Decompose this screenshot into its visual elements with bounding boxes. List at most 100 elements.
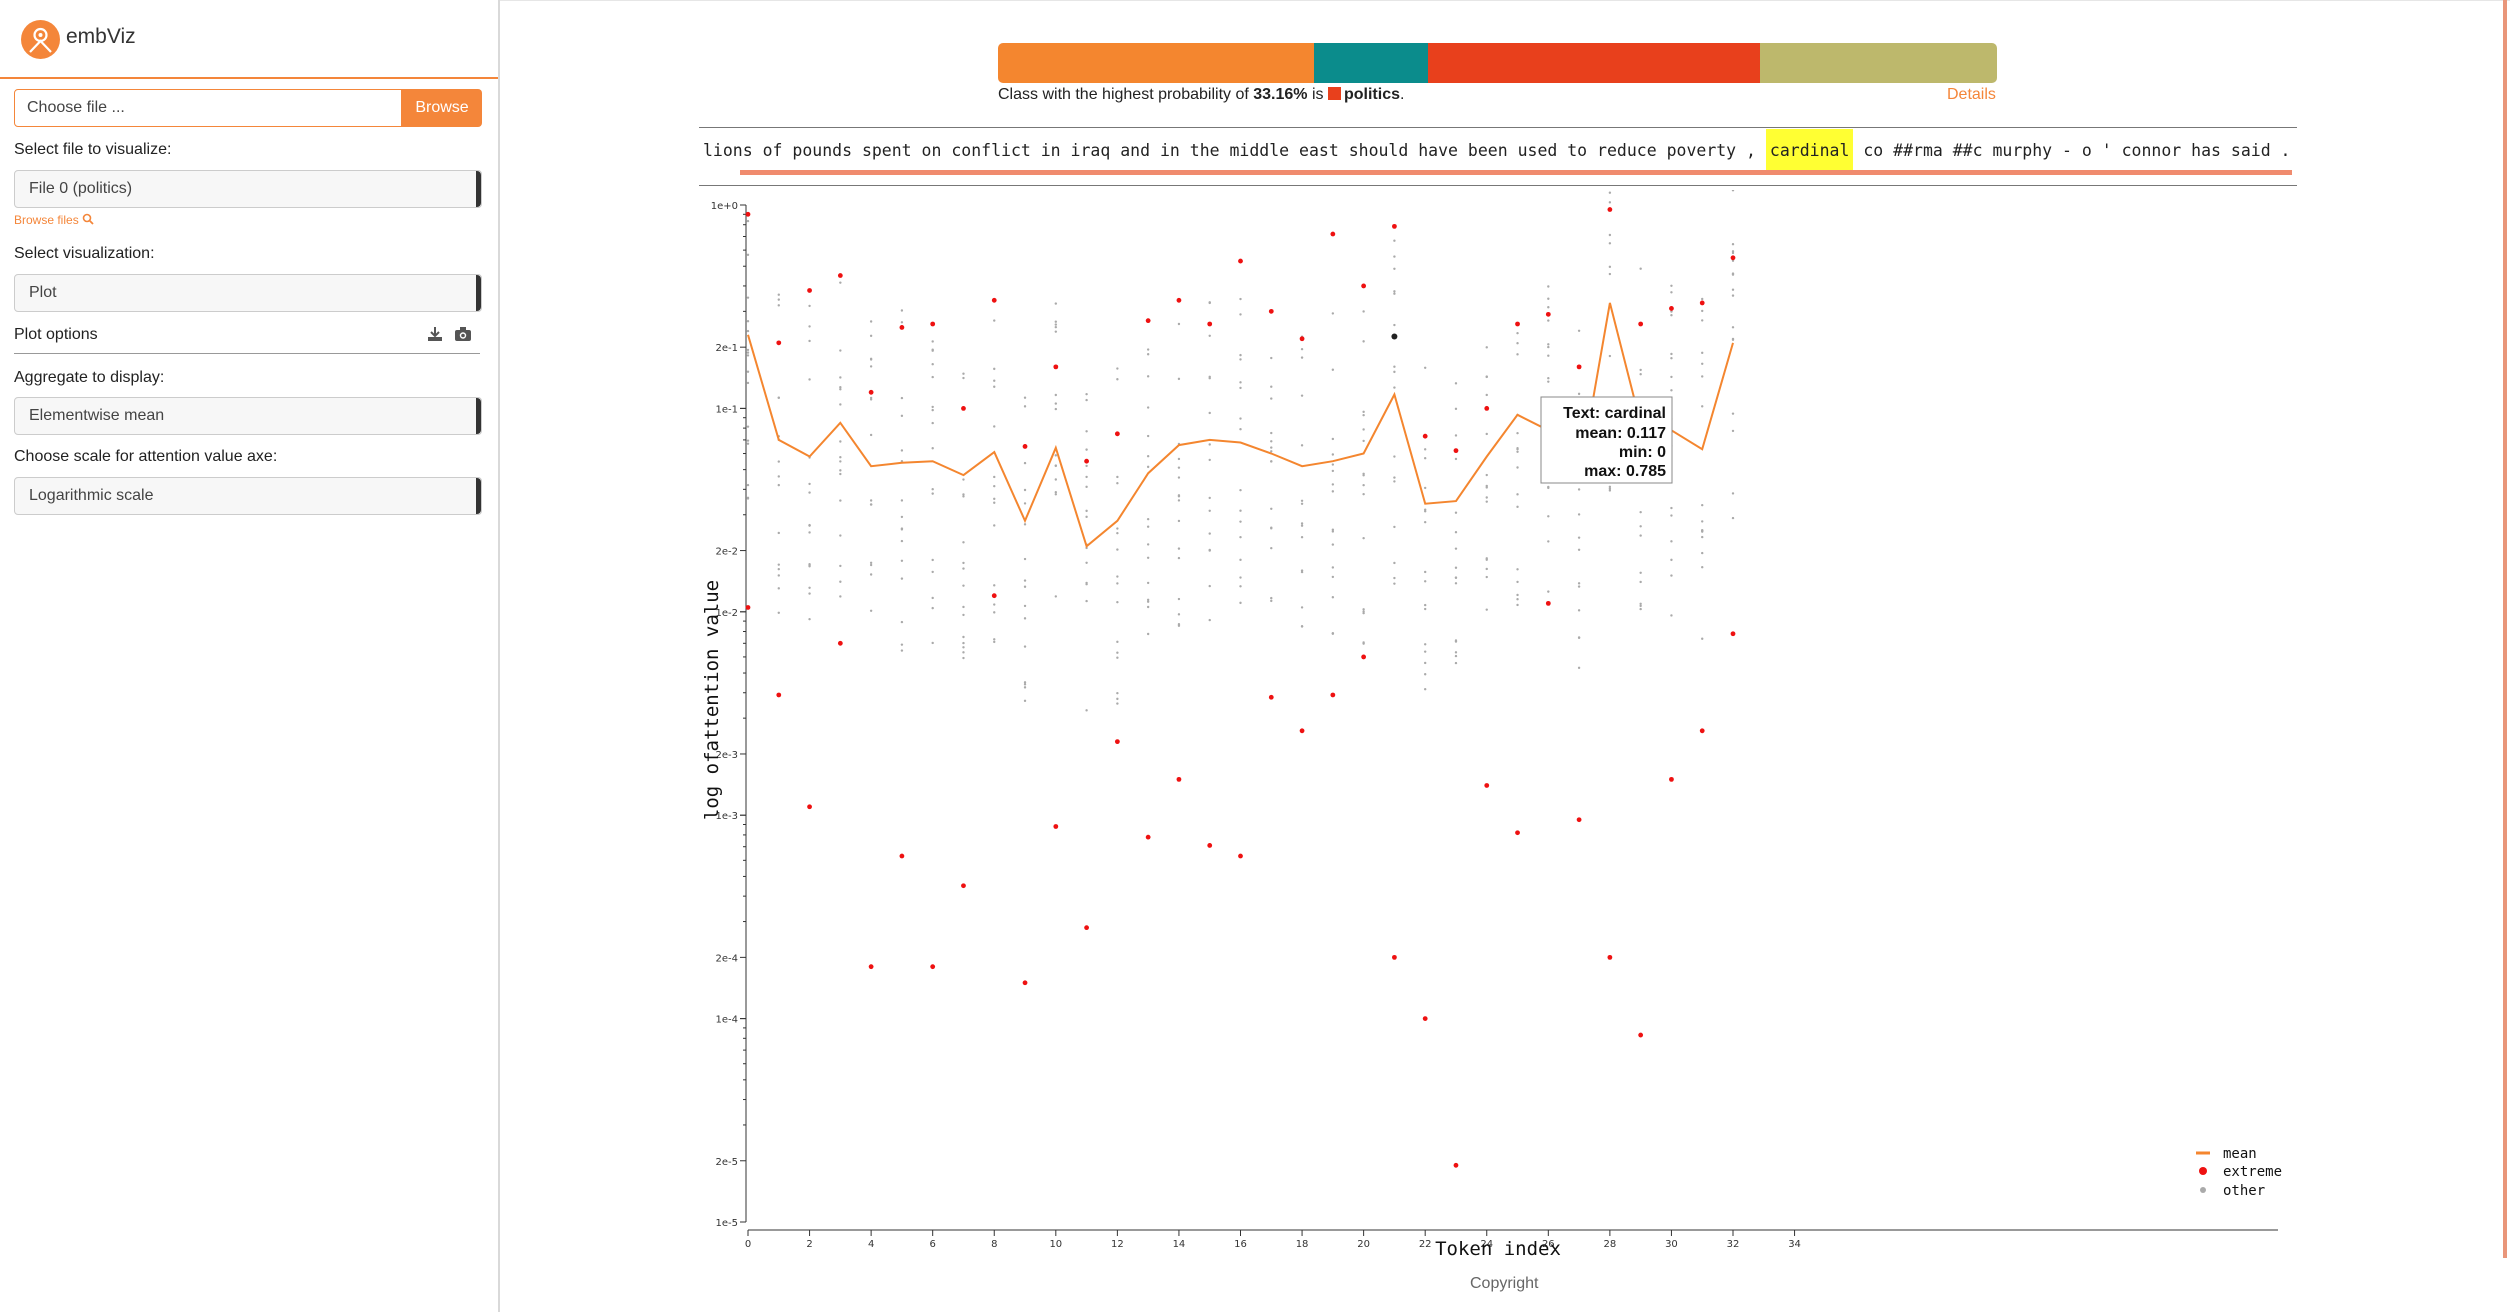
other-point: [746, 483, 750, 487]
other-point: [1239, 488, 1242, 492]
other-point: [1177, 377, 1181, 381]
other-point: [931, 570, 934, 574]
other-point: [746, 370, 750, 373]
other-point: [1331, 453, 1335, 456]
other-point: [1423, 448, 1427, 451]
tokens-before[interactable]: lions of pounds spent on conflict in ira…: [703, 141, 1766, 160]
other-point: [1085, 709, 1088, 712]
other-point: [1485, 500, 1488, 503]
prob-segment-class-2[interactable]: [1314, 43, 1429, 83]
file-input[interactable]: Choose file ...: [14, 89, 402, 127]
other-point: [1731, 516, 1735, 520]
other-point: [962, 478, 965, 481]
extreme-point: [1484, 406, 1490, 411]
extreme-point: [1361, 283, 1367, 289]
other-point: [1116, 640, 1119, 644]
other-point: [1270, 385, 1273, 388]
legend-other-marker: [2200, 1187, 2206, 1193]
tokens-after[interactable]: co ##rma ##c murphy - o ' connor has sai…: [1853, 141, 2291, 160]
other-point: [1085, 599, 1088, 603]
download-icon[interactable]: [426, 325, 444, 343]
top-class-name: politics: [1343, 86, 1400, 103]
other-point: [808, 563, 811, 567]
other-point: [1146, 434, 1150, 438]
extreme-point: [1084, 458, 1089, 464]
other-point: [1331, 483, 1335, 486]
extreme-point: [1022, 980, 1028, 986]
other-point: [1054, 330, 1058, 333]
extreme-point: [776, 692, 782, 698]
other-point: [1423, 580, 1427, 583]
other-point: [1208, 443, 1211, 446]
other-point: [1731, 429, 1735, 433]
scrollbar[interactable]: [2503, 0, 2507, 1258]
extreme-point: [837, 640, 843, 646]
other-point: [962, 541, 965, 544]
file-select[interactable]: File 0 (politics): [14, 170, 482, 208]
browse-button[interactable]: Browse: [402, 89, 482, 127]
other-point: [1454, 582, 1458, 585]
other-point: [1608, 489, 1612, 492]
other-point: [1701, 375, 1704, 378]
other-point: [1300, 502, 1304, 505]
scale-select-value: Logarithmic scale: [29, 487, 154, 504]
other-point: [900, 309, 904, 312]
other-point: [1208, 411, 1211, 415]
details-link[interactable]: Details: [1947, 86, 1996, 103]
other-point: [1270, 440, 1273, 443]
other-point: [1393, 255, 1396, 258]
other-point: [900, 643, 904, 646]
other-point: [1054, 402, 1058, 405]
other-point: [1362, 474, 1365, 477]
scale-select[interactable]: Logarithmic scale: [14, 477, 482, 515]
app-name[interactable]: embViz: [66, 25, 136, 48]
extreme-point: [1053, 364, 1059, 370]
other-point: [839, 386, 842, 389]
other-point: [1023, 681, 1027, 684]
other-point: [1239, 509, 1242, 512]
other-point: [1731, 190, 1735, 192]
other-point: [1300, 522, 1304, 525]
legend: mean extreme other: [2196, 1146, 2282, 1199]
aggregate-select[interactable]: Elementwise mean: [14, 397, 482, 435]
other-point: [1023, 604, 1027, 608]
visualization-select[interactable]: Plot: [14, 274, 482, 312]
file-input-placeholder: Choose file ...: [27, 99, 125, 116]
other-point: [869, 396, 873, 400]
other-point: [1270, 446, 1273, 449]
other-point: [1239, 417, 1242, 420]
prob-segment-politics[interactable]: [1428, 43, 1760, 83]
y-tick-label: 2e-1: [716, 343, 739, 354]
other-point: [1701, 520, 1704, 523]
x-tick-label: 2: [806, 1239, 812, 1250]
other-point: [931, 558, 934, 562]
other-point: [1516, 598, 1519, 601]
other-point: [1516, 568, 1519, 571]
other-point: [1639, 368, 1642, 372]
other-point: [839, 456, 842, 459]
other-point: [931, 340, 934, 343]
other-point: [1116, 527, 1119, 530]
other-point: [1177, 613, 1181, 616]
highlighted-token[interactable]: cardinal: [1765, 129, 1854, 172]
other-point: [962, 605, 965, 609]
other-point: [777, 483, 780, 487]
prob-segment-class-4[interactable]: [1759, 43, 1997, 83]
other-point: [1208, 618, 1211, 622]
other-point: [1362, 610, 1365, 613]
other-point: [1485, 375, 1488, 379]
tooltip-max: max: 0.785: [1584, 463, 1666, 480]
other-point: [993, 475, 996, 479]
other-point: [1701, 503, 1704, 507]
prob-segment-class-1[interactable]: [998, 43, 1315, 83]
browse-files-link[interactable]: Browse files: [14, 213, 94, 227]
camera-icon[interactable]: [454, 325, 472, 343]
other-point: [1454, 511, 1458, 514]
extreme-point: [1422, 1016, 1428, 1021]
other-point: [1516, 580, 1519, 584]
app-logo-icon[interactable]: [21, 20, 60, 59]
other-point: [1208, 458, 1211, 462]
other-point: [900, 559, 904, 562]
y-tick-label: 1e-5: [716, 1218, 739, 1229]
x-tick-label: 4: [868, 1239, 874, 1250]
